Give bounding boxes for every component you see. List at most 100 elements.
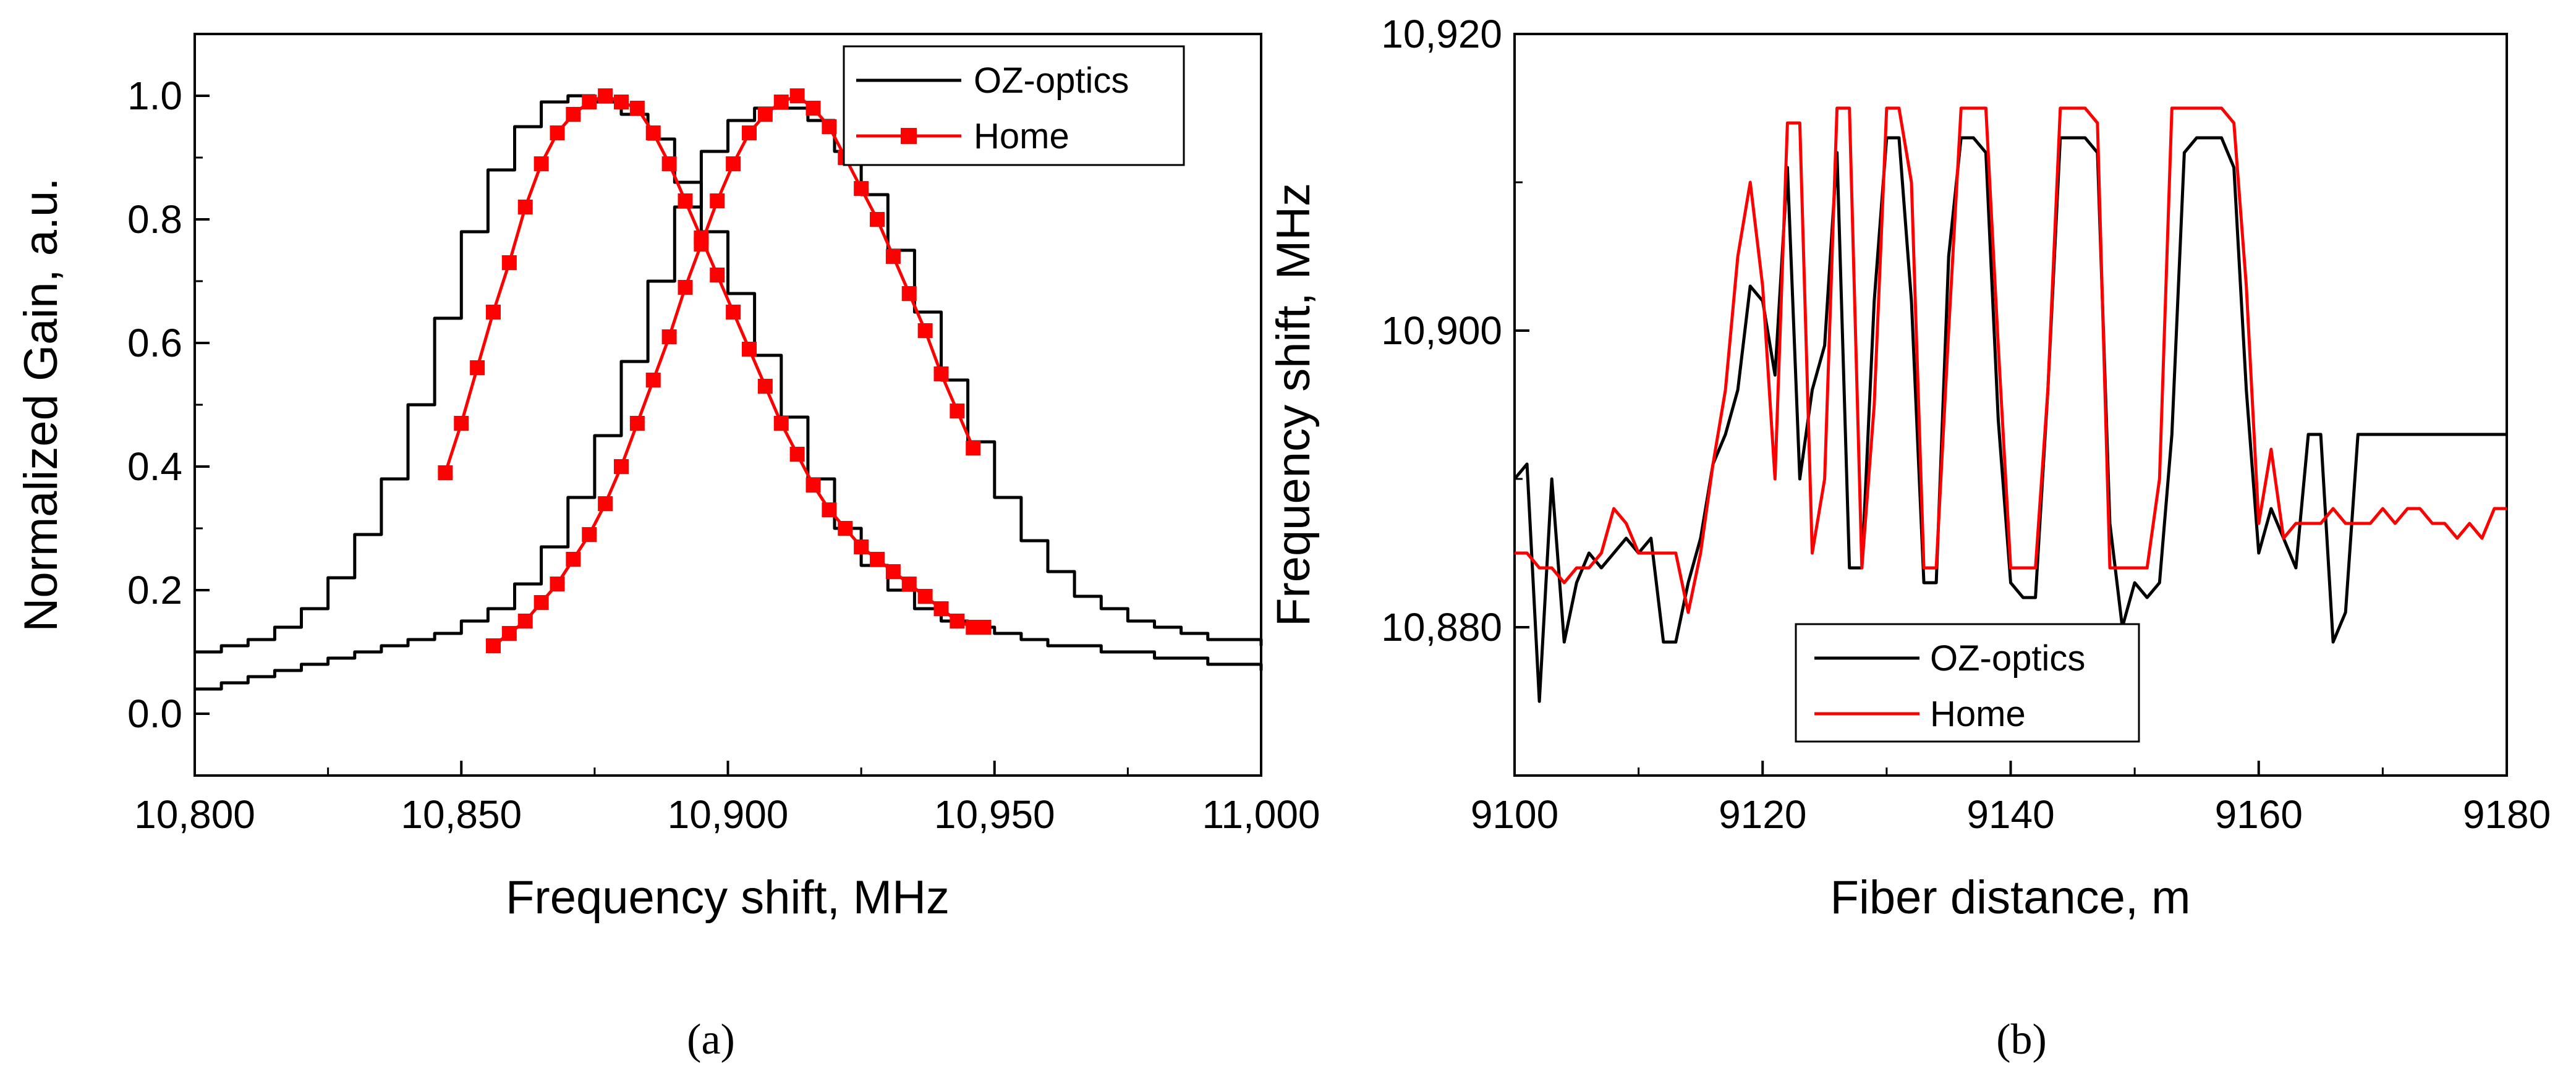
panel-a-data-point-home (518, 614, 533, 628)
panel-a-y-tick-label: 0.0 (127, 691, 182, 736)
panel-b-series-line-home-1 (1515, 108, 2507, 612)
panel-a-legend-label-home: Home (974, 116, 1069, 156)
panel-a-data-point-home (518, 200, 533, 214)
panel-a-data-point-home (614, 459, 629, 474)
panel-a-data-point-home (742, 342, 757, 357)
panel-a-legend-label-oz-optics: OZ-optics (974, 61, 1129, 101)
panel-a-data-point-home (934, 366, 949, 381)
panel-a-data-point-home (486, 638, 501, 653)
panel-a-y-tick-label: 0.6 (127, 321, 182, 365)
panel-a: 10,800 10,850 10,900 10,950 11,000 0.0 0.2 0.4 0… (15, 34, 1320, 1063)
panel-a-data-point-home (534, 595, 549, 610)
panel-a-data-point-home (582, 527, 597, 542)
panel-a-x-tick-label: 10,850 (401, 792, 522, 837)
panel-b-x-tick-label: 9180 (2463, 792, 2551, 837)
panel-a-series (195, 88, 1261, 689)
panel-a-data-point-home (854, 181, 869, 196)
panel-a-data-point-home (582, 95, 597, 109)
panel-a-data-point-home (502, 255, 517, 270)
panel-a-y-axis-title: Normalized Gain, a.u. (15, 178, 67, 632)
panel-a-data-point-home (486, 305, 501, 319)
panel-a-data-point-home (614, 95, 629, 109)
panel-b-x-tick-label: 9100 (1471, 792, 1558, 837)
panel-a-data-point-home (758, 379, 773, 394)
panel-a-data-point-home (710, 268, 725, 282)
panel-a-data-point-home (902, 286, 917, 301)
panel-b-y-axis-title: Frequency shift, MHz (1267, 183, 1320, 627)
panel-a-data-point-home (710, 193, 725, 208)
panel-a-y-tick-label: 0.8 (127, 197, 182, 242)
panel-a-data-point-home (550, 125, 565, 140)
panel-a-data-point-home (790, 447, 805, 462)
panel-a-series-line-home-2 (445, 96, 984, 627)
panel-b-legend: OZ-optics Home (1796, 624, 2139, 742)
panel-a-data-point-home (678, 280, 693, 295)
panel-a-data-point-home (534, 156, 549, 171)
panel-a-data-point-home (977, 620, 992, 635)
panel-b-legend-label-oz-optics: OZ-optics (1930, 638, 2085, 679)
panel-a-data-point-home (886, 564, 901, 579)
panel-b-series (1515, 108, 2507, 701)
panel-a-data-point-home (502, 626, 517, 641)
panel-a-data-point-home (742, 125, 757, 140)
panel-a-x-axis-title: Frequency shift, MHz (506, 871, 950, 924)
panel-a-data-point-home (438, 465, 453, 480)
panel-a-data-point-home (918, 323, 933, 338)
panel-a-series-line-home-3 (493, 96, 973, 646)
panel-a-x-tick-label: 11,000 (1202, 792, 1320, 837)
panel-a-data-point-home (662, 156, 677, 171)
panel-a-data-point-home (870, 552, 885, 567)
panel-b-y-tick-label: 10,920 (1381, 12, 1502, 56)
panel-b-x-axis-title: Fiber distance, m (1830, 871, 2191, 924)
panel-a-label: (a) (687, 1016, 735, 1063)
panel-a-legend: OZ-optics Home (844, 46, 1184, 165)
panel-b-x-tick-label: 9140 (1966, 792, 2054, 837)
panel-b-series-line-oz-optics-0 (1515, 138, 2507, 701)
panel-a-data-point-home (934, 601, 949, 616)
panel-a-data-point-home (774, 416, 789, 431)
panel-b-label: (b) (1996, 1016, 2047, 1063)
panel-a-data-point-home (806, 101, 821, 116)
panel-a-data-point-home (598, 496, 613, 511)
panel-a-data-point-home (726, 156, 741, 171)
panel-a-data-point-home (678, 193, 693, 208)
panel-b-y-tick-label: 10,880 (1381, 605, 1502, 649)
panel-a-y-tick-label: 0.4 (127, 444, 182, 489)
panel-a-data-point-home (950, 614, 964, 628)
panel-a-data-point-home (902, 577, 917, 591)
panel-a-data-point-home (806, 478, 821, 493)
panel-a-data-point-home (886, 249, 901, 264)
panel-a-data-point-home (646, 125, 661, 140)
panel-a-data-point-home (630, 101, 645, 116)
panel-a-data-point-home (550, 577, 565, 591)
panel-a-series-line-oz-optics-1 (195, 108, 1261, 689)
panel-a-data-point-home (822, 119, 836, 134)
panel-a-data-point-home (566, 552, 580, 567)
panel-a-data-point-home (838, 521, 852, 536)
panel-a-y-tick-label: 0.2 (127, 568, 182, 612)
panel-a-x-tick-label: 10,900 (668, 792, 789, 837)
panel-a-data-point-home (598, 88, 613, 103)
panel-b-legend-label-home: Home (1930, 694, 2026, 734)
panel-a-data-point-home (950, 404, 964, 418)
panel-a-data-point-home (918, 589, 933, 604)
panel-a-data-point-home (790, 88, 805, 103)
figure: 10,800 10,850 10,900 10,950 11,0000.00.20.40… (0, 0, 2576, 1074)
panel-a-data-point-home (870, 212, 885, 227)
panel-a-data-point-home (854, 539, 869, 554)
panel-a-data-point-home (646, 373, 661, 387)
panel-a-data-point-home (566, 107, 580, 122)
panel-a-data-point-home (774, 95, 789, 109)
panel-b-x-tick-label: 9160 (2215, 792, 2303, 837)
panel-b-x-tick-label: 9120 (1719, 792, 1806, 837)
panel-a-data-point-home (726, 305, 741, 319)
panel-a-data-point-home (454, 416, 469, 431)
panel-a-data-point-home (470, 360, 485, 375)
panel-a-series-line-oz-optics-0 (195, 96, 1261, 670)
panel-a-data-point-home (630, 416, 645, 431)
panel-a-data-point-home (758, 107, 773, 122)
panel-a-data-point-home (662, 329, 677, 344)
panel-a-legend-marker-home (901, 128, 917, 144)
panel-a-data-point-home (694, 237, 708, 252)
panel-a-x-tick-label: 10,950 (934, 792, 1055, 837)
